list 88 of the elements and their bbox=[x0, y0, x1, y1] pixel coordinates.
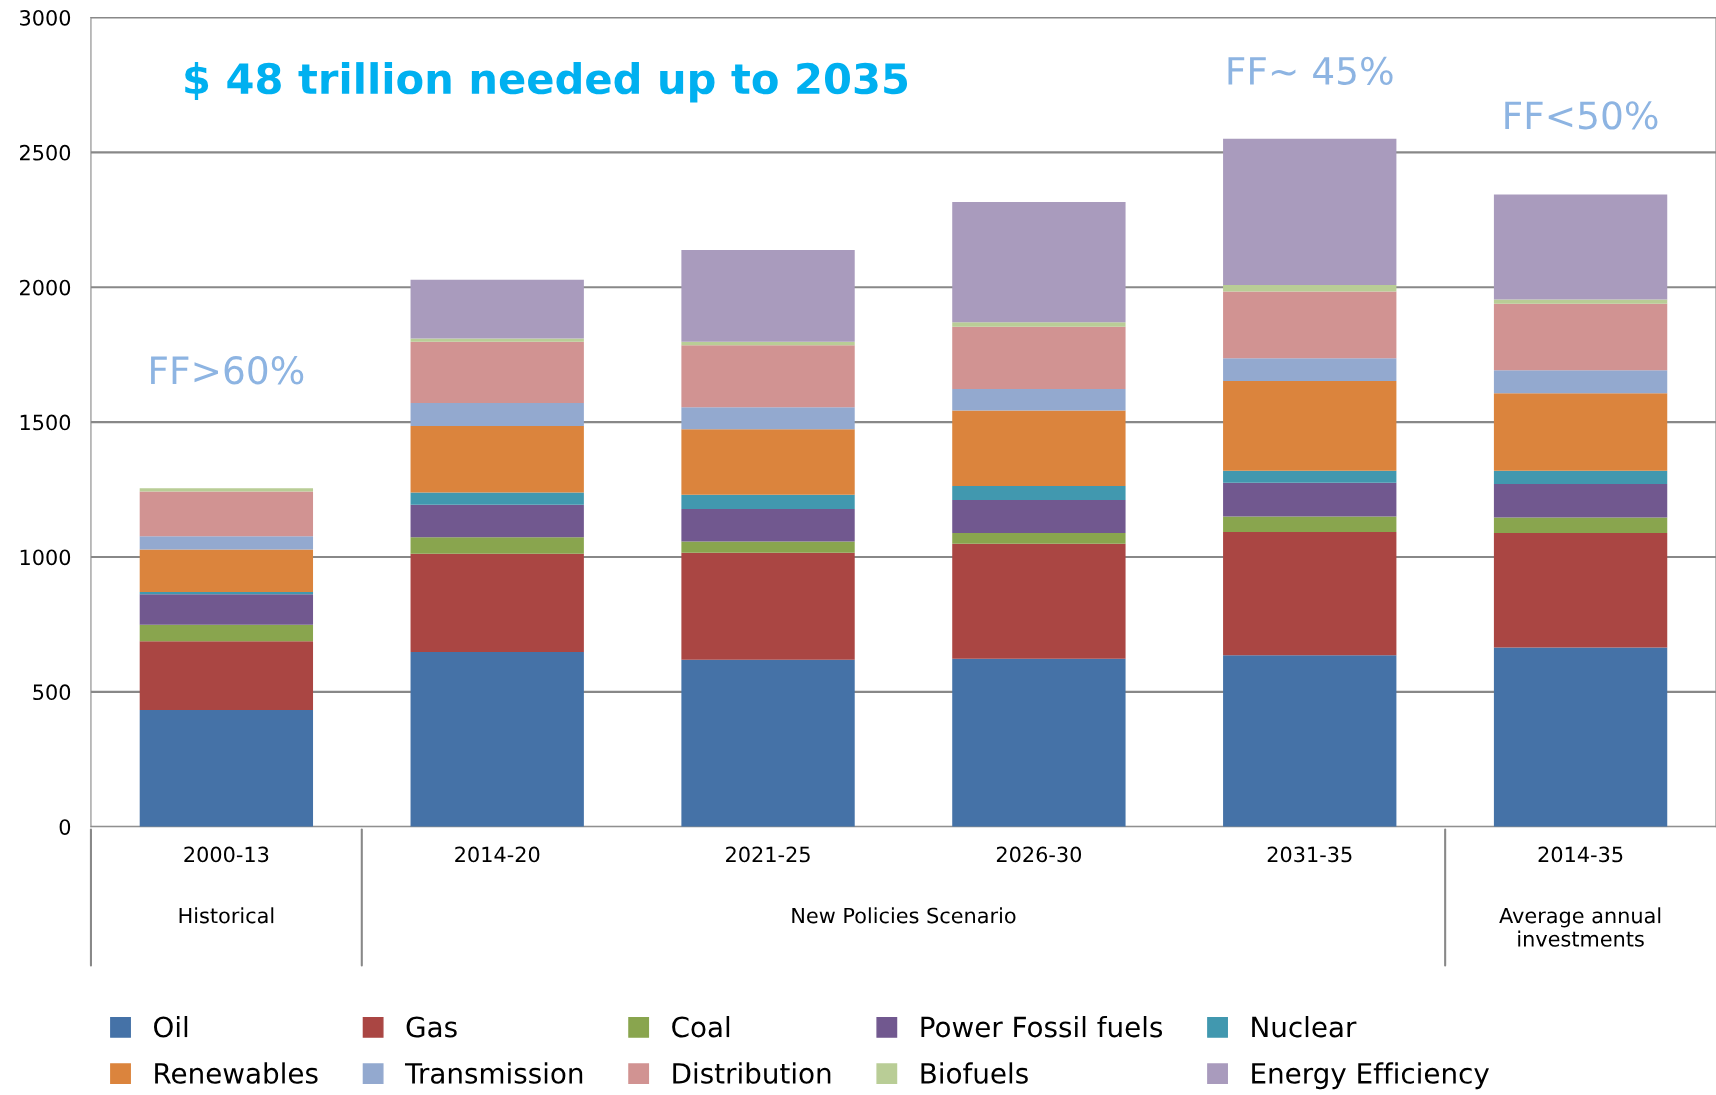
y-tick-label: 0 bbox=[59, 819, 71, 835]
bar bbox=[139, 624, 314, 642]
annotation: FF>60% bbox=[151, 356, 304, 385]
bar bbox=[952, 658, 1126, 827]
bar bbox=[410, 492, 584, 505]
bar bbox=[1223, 138, 1397, 286]
legend-label: Nuclear bbox=[1252, 1015, 1357, 1038]
bar bbox=[1493, 299, 1668, 304]
bar bbox=[139, 536, 314, 550]
bar bbox=[681, 494, 855, 509]
bar bbox=[1223, 358, 1397, 382]
text: Average annual investments bbox=[1499, 907, 1661, 947]
bar bbox=[952, 543, 1126, 659]
bar bbox=[139, 549, 314, 593]
bar bbox=[1493, 393, 1668, 471]
bar bbox=[139, 592, 314, 595]
y-tick-label: 2000 bbox=[20, 279, 71, 296]
bar bbox=[681, 250, 855, 342]
bar bbox=[1493, 370, 1668, 394]
bar bbox=[1223, 482, 1397, 517]
bar bbox=[410, 402, 584, 426]
bar bbox=[410, 425, 584, 493]
bar bbox=[681, 659, 855, 827]
x-tick-label: 2014-35 bbox=[1538, 846, 1623, 863]
annotation: FF~ 45% bbox=[1228, 56, 1393, 86]
y-tick-label: 3000 bbox=[20, 9, 71, 26]
bar bbox=[1493, 647, 1668, 827]
bar bbox=[1493, 470, 1668, 484]
bar bbox=[139, 594, 314, 625]
legend-label: Renewables bbox=[155, 1062, 318, 1084]
text: Historical bbox=[179, 907, 274, 924]
bar bbox=[410, 504, 584, 538]
bar bbox=[952, 486, 1126, 501]
bar bbox=[681, 429, 855, 495]
bar bbox=[1223, 470, 1397, 483]
bar bbox=[410, 341, 584, 403]
legend-label: Coal bbox=[672, 1015, 730, 1038]
bar bbox=[952, 410, 1126, 487]
x-tick-label: 2026-30 bbox=[996, 846, 1082, 863]
bar bbox=[952, 532, 1126, 544]
bar bbox=[1493, 303, 1668, 371]
bar bbox=[410, 537, 584, 554]
bar bbox=[1493, 532, 1668, 648]
bar bbox=[1223, 381, 1397, 471]
legend-label: Energy Efficiency bbox=[1252, 1062, 1489, 1090]
x-tick-label: 2031-35 bbox=[1267, 846, 1352, 863]
bar bbox=[681, 407, 855, 430]
legend-label: Power Fossil fuels bbox=[921, 1015, 1163, 1038]
annotation: FF<50% bbox=[1505, 101, 1658, 130]
y-tick-label: 500 bbox=[33, 684, 71, 701]
bar bbox=[952, 322, 1126, 327]
legend-label: Biofuels bbox=[921, 1062, 1028, 1084]
bar bbox=[1493, 517, 1668, 533]
bar bbox=[139, 709, 314, 827]
legend-label: Distribution bbox=[673, 1062, 831, 1084]
bar bbox=[1223, 516, 1397, 532]
bar bbox=[1223, 285, 1397, 292]
bar bbox=[1493, 483, 1668, 518]
bar bbox=[681, 541, 855, 553]
bar bbox=[410, 553, 584, 652]
bar bbox=[952, 326, 1126, 389]
y-tick-label: 2500 bbox=[20, 144, 71, 161]
bar bbox=[410, 651, 584, 827]
legend-label: Oil bbox=[154, 1015, 188, 1038]
bar bbox=[1493, 194, 1668, 300]
x-tick-label: 2014-20 bbox=[455, 846, 540, 863]
bar bbox=[1223, 655, 1397, 827]
text: New Policies Scenario bbox=[792, 907, 1016, 924]
bar bbox=[139, 488, 314, 492]
bar bbox=[1223, 531, 1397, 656]
bar bbox=[681, 552, 855, 660]
annotation: $ 48 trillion needed up to 2035 bbox=[185, 62, 908, 103]
y-tick-label: 1000 bbox=[20, 549, 71, 566]
bar bbox=[410, 279, 584, 339]
y-tick-label: 1500 bbox=[20, 414, 71, 431]
bar bbox=[952, 388, 1126, 411]
bar bbox=[1223, 291, 1397, 359]
bar bbox=[410, 338, 584, 342]
legend-label: Transmission bbox=[404, 1062, 583, 1084]
x-tick-label: 2000-13 bbox=[184, 846, 269, 863]
bar bbox=[952, 500, 1126, 533]
bar bbox=[681, 345, 855, 408]
bar bbox=[681, 508, 855, 542]
bar bbox=[139, 641, 314, 710]
x-tick-label: 2021-25 bbox=[726, 846, 810, 863]
bar bbox=[139, 491, 314, 537]
bar bbox=[952, 202, 1126, 323]
legend-label: Gas bbox=[406, 1016, 457, 1038]
